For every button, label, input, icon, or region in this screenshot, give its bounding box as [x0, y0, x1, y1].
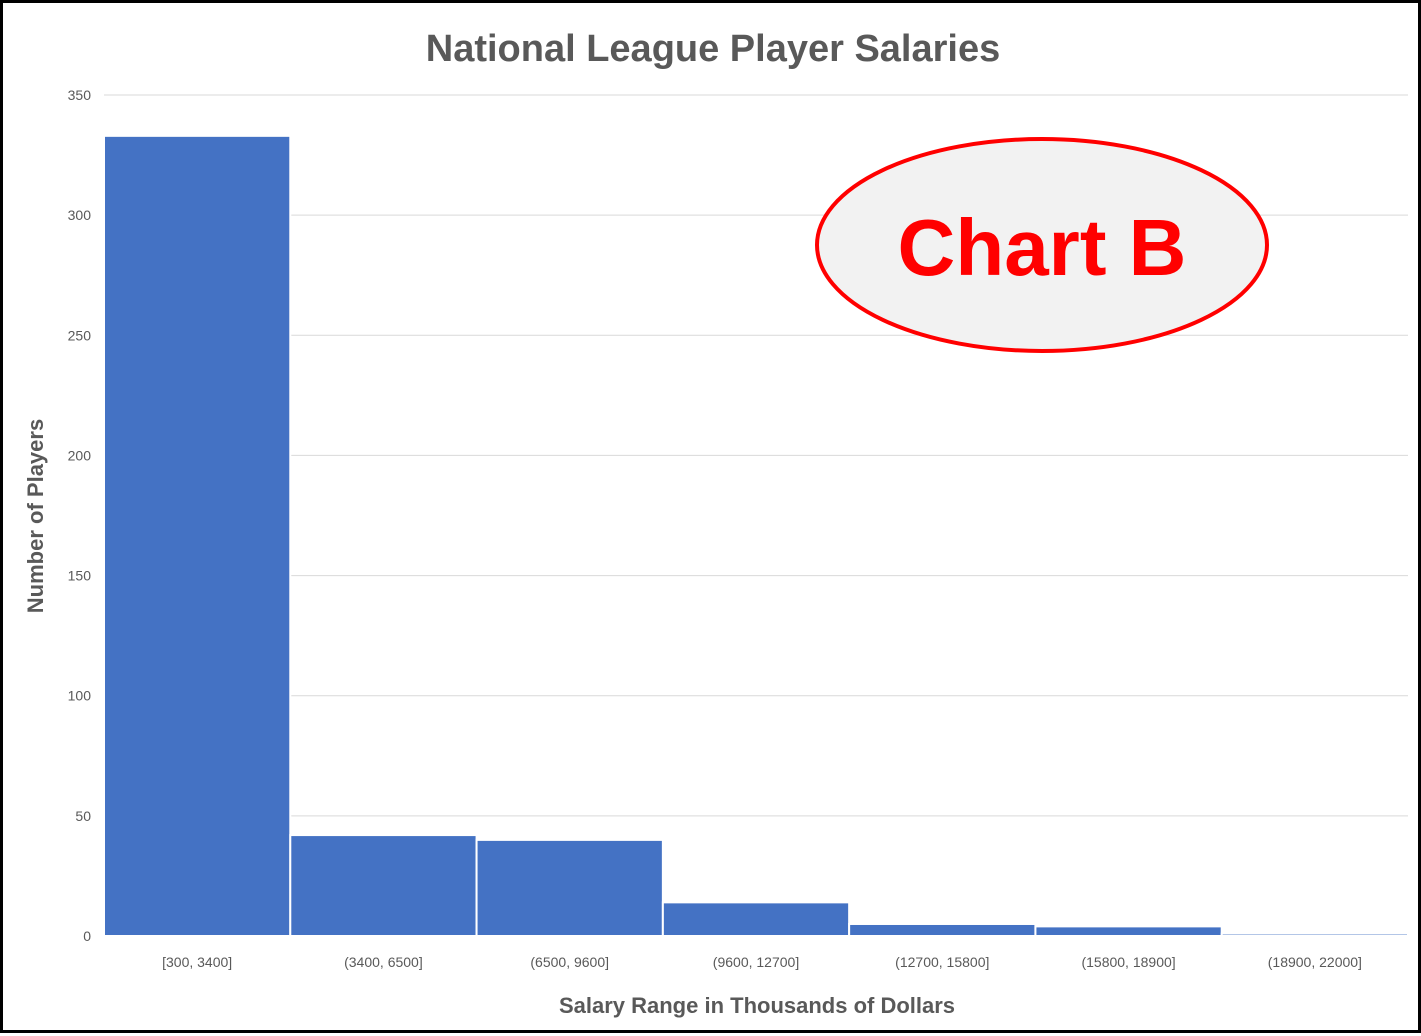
x-tick-label: (12700, 15800] [895, 954, 989, 970]
x-tick-labels: [300, 3400] (3400, 6500] (6500, 9600] (9600… [162, 954, 1362, 970]
x-axis-title: Salary Range in Thousands of Dollars [559, 993, 955, 1018]
callout-ellipse [815, 137, 1269, 353]
y-tick-labels: 0 50 100 150 200 250 300 350 [68, 87, 92, 944]
x-tick-label: [300, 3400] [162, 954, 232, 970]
bar [475, 838, 664, 938]
bar [289, 834, 478, 938]
y-tick-label: 300 [68, 207, 92, 223]
y-tick-label: 200 [68, 447, 92, 463]
bar [848, 922, 1037, 938]
y-tick-label: 100 [68, 688, 92, 704]
x-tick-label: (9600, 12700] [713, 954, 799, 970]
y-tick-label: 50 [75, 808, 91, 824]
bar [661, 901, 851, 937]
y-tick-label: 350 [68, 87, 92, 103]
x-tick-label: (6500, 9600] [530, 954, 609, 970]
bar [1034, 925, 1223, 937]
x-tick-label: (15800, 18900] [1081, 954, 1175, 970]
chart-title: National League Player Salaries [426, 28, 1001, 70]
y-tick-label: 150 [68, 568, 92, 584]
bars [103, 134, 1409, 938]
bar [1220, 932, 1409, 938]
bar [103, 134, 292, 937]
y-axis-title: Number of Players [23, 419, 48, 613]
y-tick-label: 0 [83, 928, 91, 944]
chart-svg: National League Player Salaries Number o… [23, 28, 1409, 1018]
x-tick-label: (3400, 6500] [344, 954, 423, 970]
x-tick-label: (18900, 22000] [1268, 954, 1362, 970]
callout-label: Chart B [898, 203, 1187, 292]
y-tick-label: 250 [68, 327, 92, 343]
chart-b-callout: Chart B [815, 137, 1269, 353]
gridlines [104, 94, 1408, 937]
